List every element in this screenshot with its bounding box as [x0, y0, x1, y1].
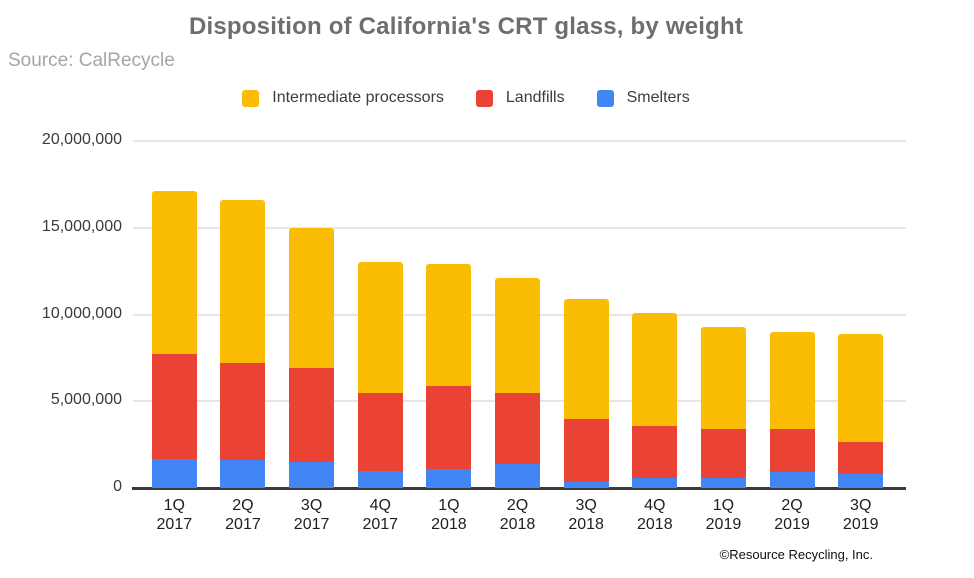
legend: Intermediate processors Landfills Smelte…: [0, 89, 932, 107]
copyright-label: ©Resource Recycling, Inc.: [719, 547, 873, 562]
bar-segment-landfills: [632, 425, 678, 478]
legend-item-intermediate-processors: Intermediate processors: [242, 89, 444, 107]
y-tick-label: 10,000,000: [41, 304, 122, 322]
bar-segment-landfills: [426, 385, 472, 469]
bar-slot: [689, 141, 758, 488]
bar-segment-intermediate-processors: [289, 227, 335, 369]
stacked-bar-3q-2019: [838, 333, 884, 488]
source-label: Source: CalRecycle: [8, 50, 175, 71]
stacked-bar-4q-2017: [357, 262, 403, 488]
gridline: [133, 226, 906, 229]
bar-slot: [140, 141, 209, 488]
x-tick-label: 3Q 2019: [842, 497, 879, 533]
x-tick-label: 1Q 2019: [705, 497, 742, 533]
legend-label: Intermediate processors: [272, 89, 444, 106]
bar-segment-smelters: [289, 461, 335, 488]
stacked-bar-3q-2017: [289, 227, 335, 488]
y-tick-label: 15,000,000: [41, 217, 122, 235]
stacked-bar-1q-2017: [151, 191, 197, 488]
bar-slot: [209, 141, 278, 488]
x-tick-label: 2Q 2018: [499, 497, 536, 533]
bar-segment-landfills: [700, 429, 746, 478]
legend-swatch-red-icon: [475, 89, 493, 107]
legend-label: Smelters: [626, 89, 690, 106]
x-axis-labels: 1Q 2017 2Q 2017 3Q 2017 4Q 2017 1Q 2018 2Q 2018 3Q 20…: [140, 496, 895, 534]
stacked-bar-3q-2018: [563, 298, 609, 488]
bar-segment-smelters: [151, 458, 197, 488]
bar-segment-landfills: [495, 392, 541, 464]
stacked-bar-2q-2018: [495, 278, 541, 488]
bar-segment-intermediate-processors: [700, 326, 746, 430]
bar-slot: [826, 141, 895, 488]
bars: [140, 141, 895, 488]
bar-slot: [277, 141, 346, 488]
x-tick-label: 2Q 2019: [774, 497, 810, 533]
x-tick-label: 1Q 2018: [431, 497, 467, 533]
bar-segment-landfills: [289, 368, 335, 462]
bar-segment-landfills: [563, 418, 609, 482]
x-tick-label: 3Q 2018: [568, 497, 604, 533]
bar-segment-smelters: [563, 481, 609, 488]
bar-segment-smelters: [495, 463, 541, 488]
bar-segment-landfills: [151, 354, 197, 459]
bar-segment-smelters: [838, 474, 884, 488]
bar-segment-intermediate-processors: [357, 262, 403, 393]
bar-segment-intermediate-processors: [495, 278, 541, 393]
bar-segment-smelters: [220, 460, 266, 488]
y-tick-label: 20,000,000: [41, 131, 122, 148]
x-tick-label: 4Q 2017: [362, 497, 399, 533]
x-axis-baseline: [132, 487, 906, 490]
bar-slot: [346, 141, 415, 488]
bar-segment-landfills: [838, 442, 884, 475]
x-tick-label: 3Q 2017: [293, 497, 330, 533]
bar-segment-landfills: [357, 392, 403, 471]
legend-swatch-blue-icon: [596, 89, 614, 107]
bar-slot: [620, 141, 689, 488]
x-tick-label: 4Q 2018: [637, 497, 673, 533]
bar-slot: [483, 141, 552, 488]
bar-slot: [552, 141, 621, 488]
bar-segment-smelters: [426, 468, 472, 488]
y-axis-labels: 20,000,000 15,000,000 10,000,000 5,000,000 0: [0, 131, 122, 495]
bar-slot: [758, 141, 827, 488]
legend-label: Landfills: [505, 89, 565, 106]
stacked-bar-2q-2017: [220, 200, 266, 488]
bar-segment-intermediate-processors: [632, 312, 678, 426]
stacked-bar-4q-2018: [632, 312, 678, 488]
stacked-bar-1q-2019: [700, 326, 746, 488]
bar-segment-intermediate-processors: [838, 333, 884, 443]
y-tick-label: 5,000,000: [50, 391, 122, 409]
x-tick-label: 1Q 2017: [156, 497, 193, 533]
bar-segment-intermediate-processors: [563, 298, 609, 419]
bar-segment-smelters: [357, 470, 403, 488]
bar-segment-intermediate-processors: [426, 264, 472, 386]
x-tick-label: 2Q 2017: [225, 497, 261, 533]
legend-item-landfills: Landfills: [475, 89, 565, 107]
bar-segment-intermediate-processors: [220, 200, 266, 364]
bar-segment-landfills: [769, 429, 815, 472]
bar-segment-intermediate-processors: [151, 191, 197, 355]
bar-segment-smelters: [632, 477, 678, 488]
chart-title: Disposition of California's CRT glass, b…: [188, 13, 744, 40]
y-tick-label: 0: [113, 478, 122, 495]
bar-segment-landfills: [220, 363, 266, 461]
gridline: [133, 140, 906, 142]
bar-slot: [415, 141, 484, 488]
stacked-bar-2q-2019: [769, 331, 815, 488]
bar-segment-smelters: [700, 477, 746, 488]
legend-item-smelters: Smelters: [596, 89, 690, 107]
legend-swatch-yellow-icon: [242, 89, 260, 107]
bar-segment-smelters: [769, 471, 815, 488]
bar-segment-intermediate-processors: [769, 331, 815, 430]
stacked-bar-1q-2018: [426, 264, 472, 488]
